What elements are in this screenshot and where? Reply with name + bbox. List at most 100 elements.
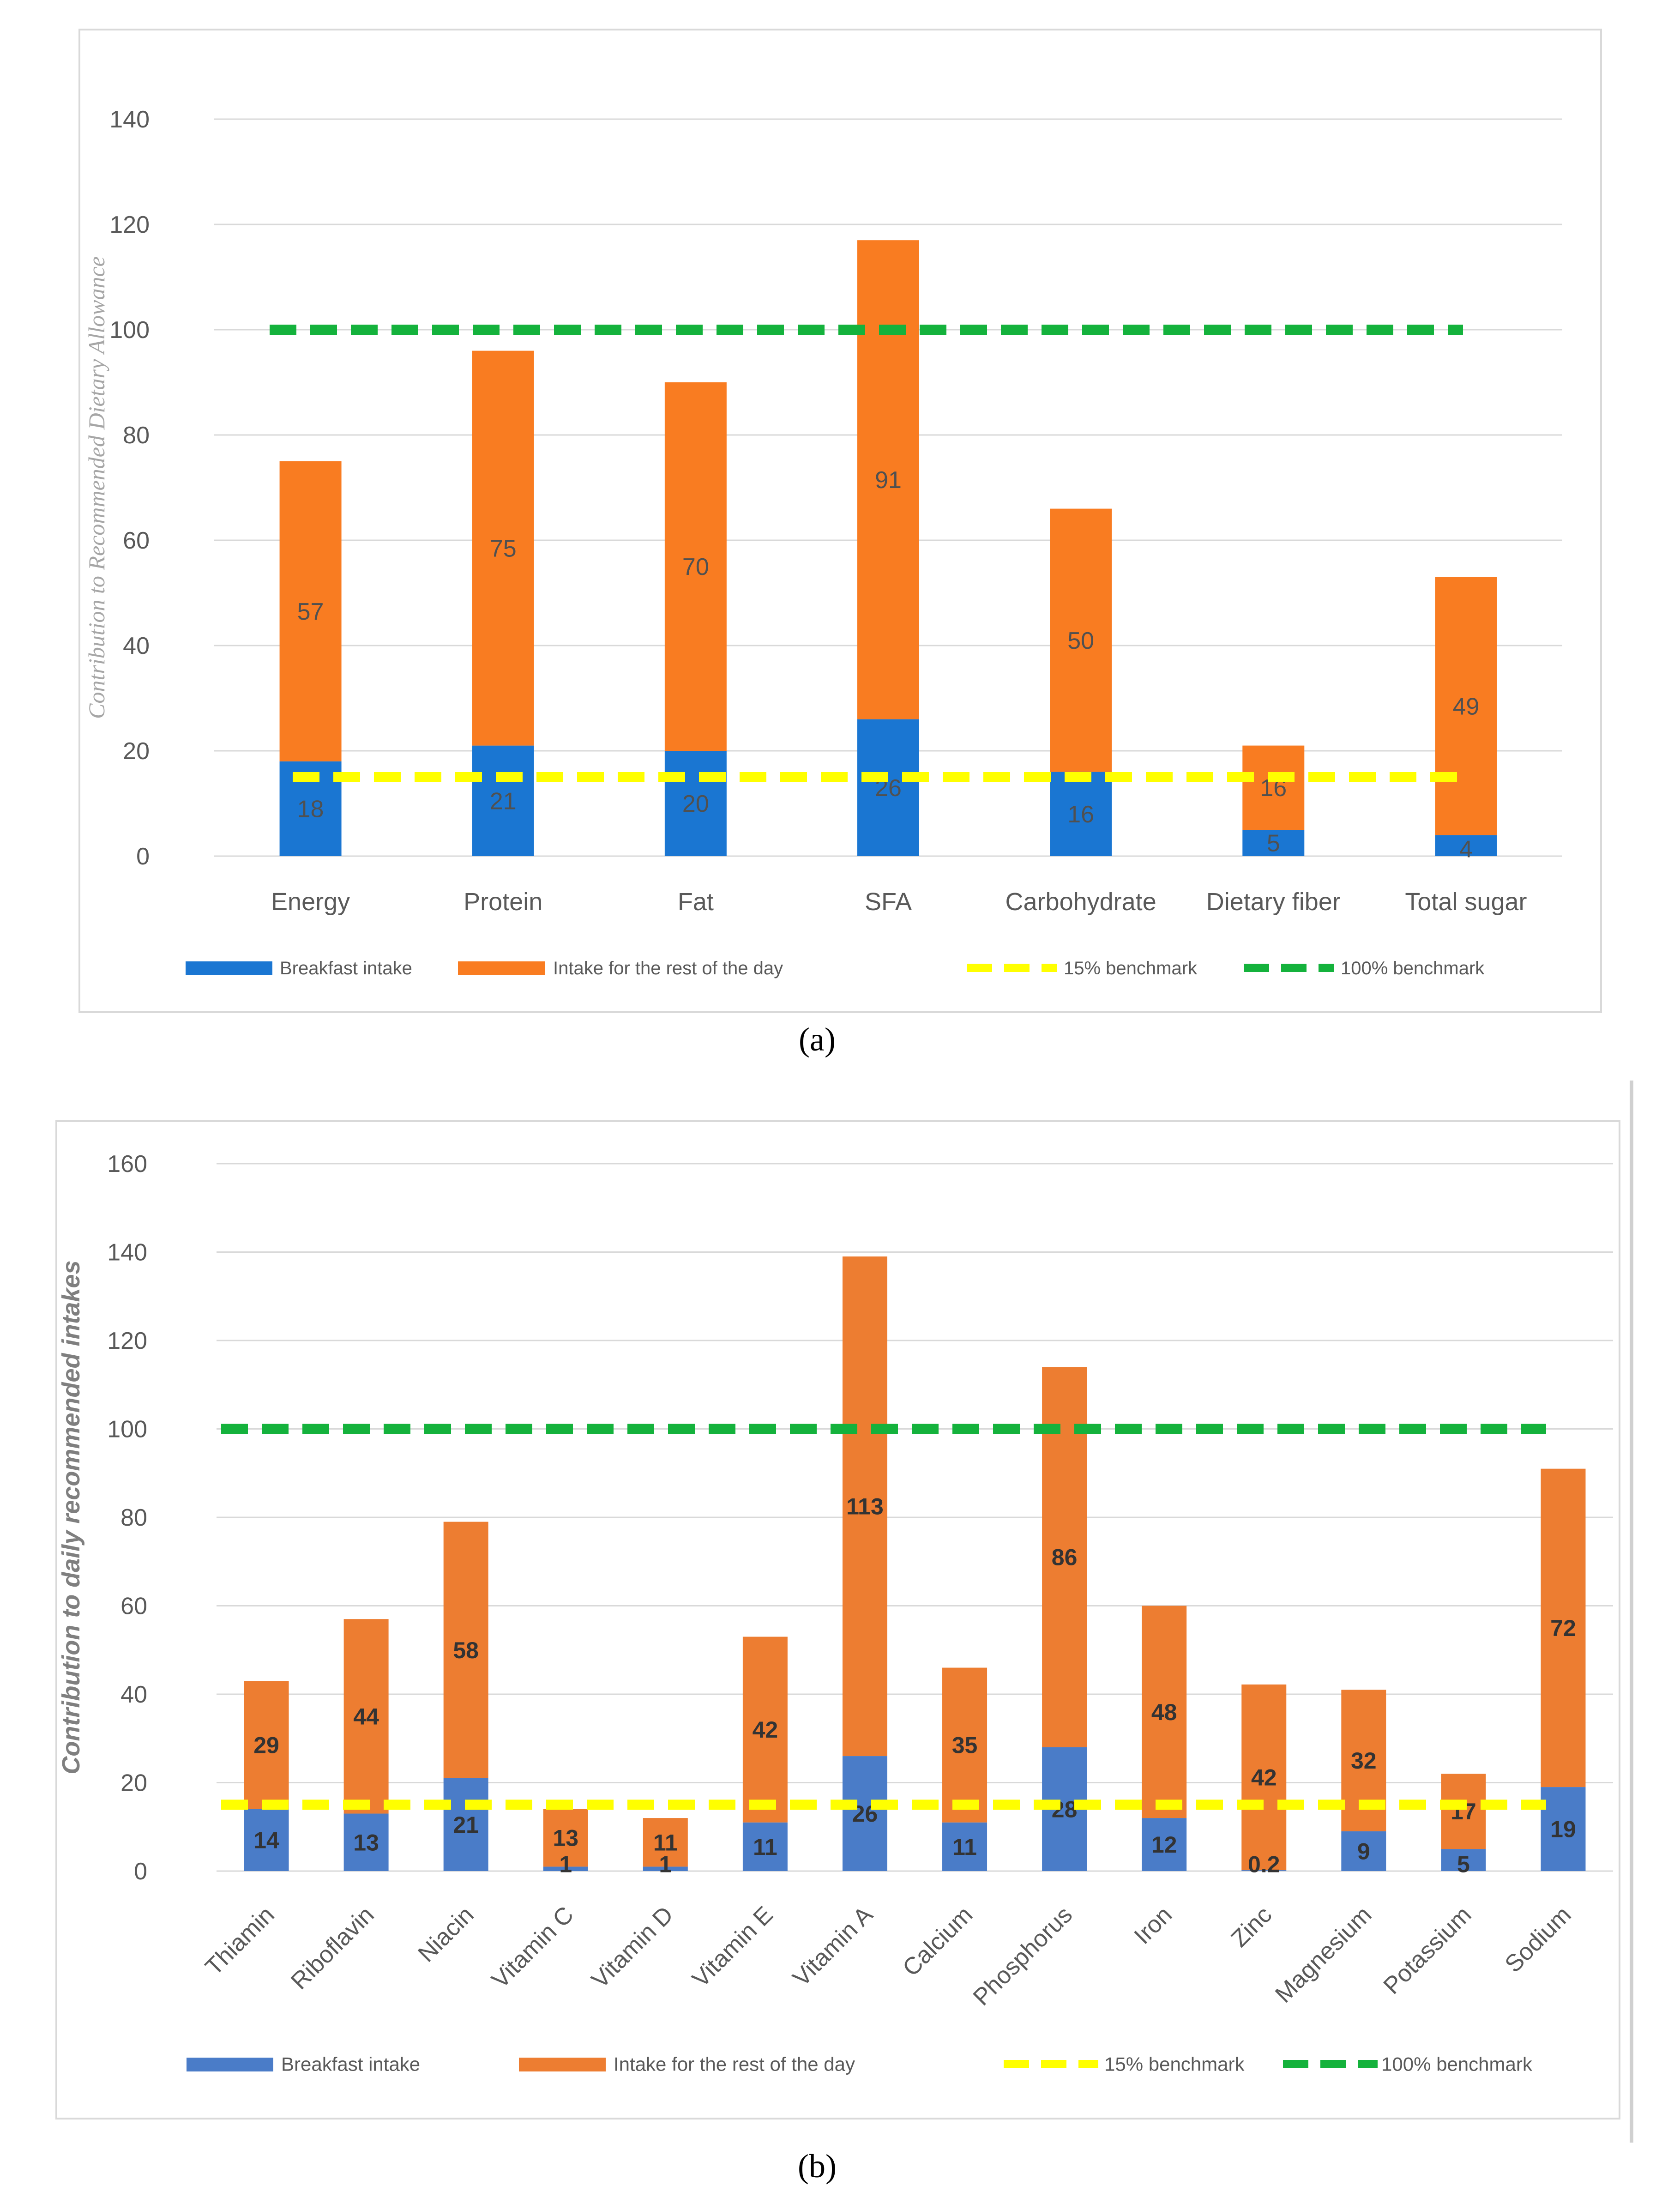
chart-b-legend-label-3: 100% benchmark	[1381, 2053, 1533, 2075]
caption-a: (a)	[799, 1021, 836, 1058]
chart-b-category-label: Thiamin	[200, 1901, 280, 1981]
chart-b-bar-sodium-breakfast	[1541, 1787, 1586, 1871]
chart-a-ytick-label: 140	[109, 106, 150, 133]
chart-b-data-label-iron-rest: 48	[1151, 1699, 1177, 1725]
chart-a-bar-energy-rest	[279, 461, 342, 761]
chart-b-bar-thiamin-rest	[244, 1681, 289, 1809]
chart-a-bar-dietary-fiber-breakfast	[1242, 830, 1305, 856]
chart-a-data-label-carbohydrate-breakfast: 16	[1067, 801, 1094, 828]
chart-panel-a: 0 20 40 60 80 100 120 140 Contribution to Recomm…	[78, 29, 1602, 1013]
chart-b-bar-vitamin-a-breakfast	[842, 1756, 887, 1871]
chart-a-data-label-total-sugar-rest: 49	[1453, 693, 1480, 720]
chart-b-category-label: Riboflavin	[286, 1901, 379, 1994]
chart-b-bar-thiamin-breakfast	[244, 1809, 289, 1871]
chart-b-bar-sodium-rest	[1541, 1468, 1586, 1787]
chart-b-category-label: Phosphorus	[968, 1901, 1078, 2011]
chart-a-ylabel: Contribution to Recommended Dietary Allo…	[84, 256, 109, 719]
chart-b-data-label-magnesium-rest: 32	[1351, 1748, 1377, 1774]
chart-a-category-label: Energy	[271, 888, 350, 916]
chart-b-bar-vitamin-d-rest	[643, 1818, 688, 1867]
chart-b-bar-vitamin-c-rest	[543, 1809, 588, 1867]
panel-b-edge	[1630, 1081, 1633, 2143]
chart-b-category-label: Vitamin C	[487, 1901, 579, 1993]
chart-a-ytick-label: 40	[123, 633, 150, 659]
chart-b-bar-riboflavin-breakfast	[343, 1813, 389, 1871]
chart-b-data-label-phosphorus-rest: 86	[1052, 1545, 1078, 1570]
chart-a-ytick-label: 60	[123, 527, 150, 554]
chart-b-data-label-vitamin-c-rest: 13	[553, 1825, 578, 1851]
chart-b-legend-swatch-0	[187, 2058, 273, 2071]
chart-b-bar-zinc-breakfast	[1241, 1870, 1287, 1871]
chart-b-category-label: Sodium	[1500, 1901, 1577, 1978]
chart-b-ylabel: Contribution to daily recommended intake…	[57, 1260, 85, 1774]
chart-b-legend-swatch-1	[519, 2058, 606, 2071]
chart-b-legend-label-1: Intake for the rest of the day	[614, 2053, 855, 2075]
chart-a-legend-label-3: 100% benchmark	[1341, 958, 1485, 978]
chart-a-data-label-energy-breakfast: 18	[297, 796, 324, 823]
chart-b-category-label: Zinc	[1226, 1901, 1277, 1952]
chart-b-data-label-iron-breakfast: 12	[1151, 1832, 1177, 1858]
chart-b-bar-iron-rest	[1142, 1606, 1187, 1818]
chart-b-legend-label-0: Breakfast intake	[281, 2053, 420, 2075]
chart-b-bar-vitamin-e-rest	[742, 1636, 788, 1823]
chart-a-ytick-label: 0	[136, 843, 150, 870]
chart-a-category-label: SFA	[865, 888, 912, 916]
chart-a-legend-label-0: Breakfast intake	[280, 958, 412, 978]
chart-b-ytick-label: 20	[120, 1770, 147, 1797]
chart-b-bar-magnesium-breakfast	[1341, 1831, 1386, 1871]
chart-a-svg: 0 20 40 60 80 100 120 140 Contribution to Recomm…	[84, 106, 1562, 978]
chart-b-bar-vitamin-e-breakfast	[742, 1822, 788, 1871]
chart-a-bar-protein-rest	[472, 350, 534, 746]
chart-b-svg: 0 20 40 60 80 100 120 140 160 Contribution to dai…	[57, 1151, 1613, 2075]
chart-a-ytick-label: 100	[109, 317, 150, 344]
chart-a-bar-dietary-fiber-rest	[1242, 745, 1305, 830]
chart-b-data-label-thiamin-rest: 29	[253, 1733, 279, 1758]
chart-b-legend-label-2: 15% benchmark	[1104, 2053, 1245, 2075]
chart-b-bar-riboflavin-rest	[343, 1619, 389, 1814]
chart-a-bar-protein-breakfast	[472, 745, 534, 856]
chart-b-category-label: Calcium	[897, 1901, 978, 1981]
chart-b-data-label-vitamin-d-breakfast: 1	[659, 1852, 672, 1878]
chart-a-ytick-label: 80	[123, 422, 150, 449]
chart-b-category-label: Vitamin D	[586, 1901, 679, 1993]
chart-a-data-label-fat-breakfast: 20	[682, 791, 709, 817]
chart-b-data-label-riboflavin-breakfast: 13	[353, 1830, 379, 1855]
chart-b-data-label-sodium-rest: 72	[1550, 1615, 1576, 1641]
chart-b-category-label: Vitamin A	[788, 1901, 878, 1992]
chart-b-ytick-label: 0	[134, 1858, 147, 1885]
chart-a-legend-swatch-0	[186, 961, 272, 975]
chart-a-bar-carbohydrate-rest	[1050, 508, 1112, 772]
chart-a-data-label-energy-rest: 57	[297, 598, 324, 625]
chart-b-data-label-vitamin-e-rest: 42	[753, 1717, 778, 1743]
chart-b-bar-vitamin-c-breakfast	[543, 1866, 588, 1871]
chart-a-category-label: Carbohydrate	[1006, 888, 1156, 916]
chart-b-ytick-label: 80	[120, 1504, 147, 1531]
chart-b-bar-niacin-rest	[443, 1522, 488, 1778]
chart-b-bar-potassium-rest	[1441, 1774, 1486, 1849]
chart-b-bar-vitamin-d-breakfast	[643, 1866, 688, 1871]
chart-b-data-label-vitamin-e-breakfast: 11	[753, 1834, 777, 1860]
chart-panel-b: 0 20 40 60 80 100 120 140 160 Contribution to dai…	[55, 1120, 1620, 2119]
chart-a-bar-total-sugar-rest	[1435, 577, 1497, 835]
chart-a-category-label: Protein	[464, 888, 542, 916]
chart-b-category-label: Magnesium	[1270, 1901, 1377, 2008]
chart-b-bar-potassium-breakfast	[1441, 1849, 1486, 1871]
chart-a-data-label-protein-breakfast: 21	[490, 788, 517, 815]
chart-b-data-label-riboflavin-rest: 44	[353, 1703, 379, 1729]
chart-b-data-label-niacin-rest: 58	[453, 1637, 479, 1663]
chart-b-bar-iron-breakfast	[1142, 1818, 1187, 1871]
chart-b-bar-calcium-rest	[942, 1667, 988, 1823]
chart-b-bar-vitamin-a-rest	[842, 1256, 887, 1757]
chart-b-data-label-calcium-rest: 35	[952, 1733, 978, 1758]
chart-b-data-label-potassium-breakfast: 5	[1457, 1852, 1470, 1878]
chart-b-data-label-magnesium-breakfast: 9	[1357, 1838, 1370, 1864]
chart-b-category-label: Niacin	[413, 1901, 479, 1967]
chart-a-legend-label-2: 15% benchmark	[1064, 958, 1198, 978]
chart-a-ytick-label: 20	[123, 738, 150, 765]
chart-b-data-label-calcium-breakfast: 11	[952, 1834, 977, 1860]
chart-b-data-label-thiamin-breakfast: 14	[253, 1827, 279, 1853]
chart-b-ytick-label: 140	[107, 1239, 147, 1266]
caption-b: (b)	[798, 2148, 837, 2185]
chart-a-category-label: Total sugar	[1405, 888, 1527, 916]
chart-b-bar-niacin-breakfast	[443, 1778, 488, 1871]
